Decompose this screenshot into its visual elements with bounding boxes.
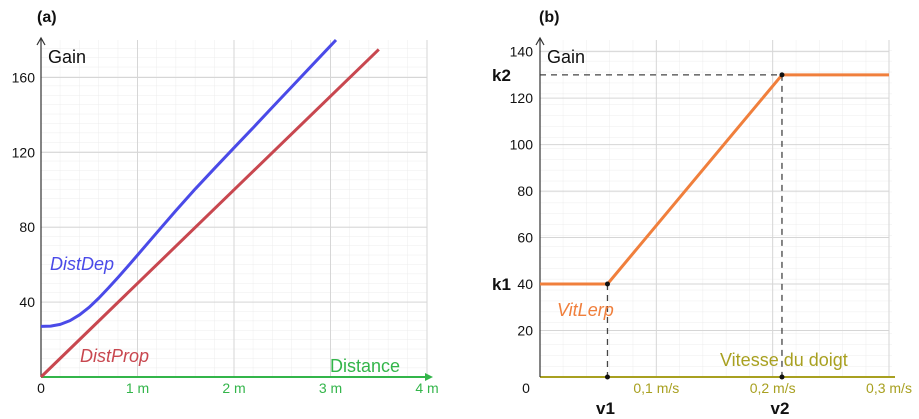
y-tick-label-a: 120 — [12, 144, 36, 160]
marker-label-k2: k2 — [492, 66, 511, 85]
x-tick-label-b: 0 — [522, 380, 530, 396]
point-k2-v2 — [779, 72, 785, 78]
x-tick-label-a: 3 m — [319, 380, 342, 396]
x-axis-label-b: Vitesse du doigt — [720, 350, 848, 370]
marker-label-k1: k1 — [492, 275, 511, 294]
grid-b-background — [540, 40, 892, 377]
x-axis-label-a: Distance — [330, 356, 400, 376]
series-line-distdep — [40, 38, 338, 328]
dashed-guides-b — [540, 74, 783, 377]
y-tick-label-a: 160 — [12, 69, 36, 85]
y-tick-label-b: 140 — [510, 44, 534, 60]
point-v1-axis — [604, 374, 610, 380]
series-line-vitlerp — [540, 73, 889, 286]
x-tick-label-b: 0,3 m/s — [866, 380, 912, 396]
y-tick-label-a: 40 — [19, 294, 35, 310]
y-axis-label-a: Gain — [48, 47, 86, 67]
tick-labels-b: 0 0,1 m/s 0,2 m/s 0,3 m/s 20 40 60 80 100 120 140 — [510, 44, 912, 396]
marker-label-v2: v2 — [771, 399, 790, 418]
panel-label-a: (a) — [37, 9, 57, 26]
panel-label-b: (b) — [539, 9, 559, 26]
y-tick-label-a: 80 — [19, 219, 35, 235]
x-tick-label-a: 0 — [37, 380, 45, 396]
point-v2-axis — [779, 374, 785, 380]
marker-label-v1: v1 — [596, 399, 615, 418]
point-k1-v1 — [604, 281, 610, 287]
y-axis-label-b: Gain — [547, 47, 585, 67]
x-axis-arrow-a — [425, 373, 433, 381]
y-axis-arrow-a — [36, 36, 46, 46]
series-label-distdep: DistDep — [50, 254, 114, 274]
x-tick-label-a: 2 m — [222, 380, 245, 396]
series-label-distprop: DistProp — [80, 346, 149, 366]
markers-b: k1 k2 v1 v2 — [492, 66, 789, 418]
series-group-b — [540, 73, 889, 286]
series-label-vitlerp: VitLerp — [557, 300, 614, 320]
y-tick-label-b: 40 — [517, 276, 533, 292]
y-tick-label-b: 80 — [517, 183, 533, 199]
series-group-a — [39, 38, 380, 379]
y-tick-label-b: 100 — [510, 137, 534, 153]
x-tick-label-b: 0,2 m/s — [750, 380, 796, 396]
series-line-distprop — [39, 48, 380, 379]
y-tick-label-b: 20 — [517, 323, 533, 339]
y-axis-arrow-b — [535, 36, 545, 46]
y-tick-label-b: 60 — [517, 230, 533, 246]
panel-a: 0 1 m 2 m 3 m 4 m 40 80 120 160 (a) Gain Distanc… — [12, 9, 439, 396]
y-tick-label-b: 120 — [510, 90, 534, 106]
tick-labels-a: 0 1 m 2 m 3 m 4 m 40 80 120 160 — [12, 69, 439, 396]
x-tick-label-a: 4 m — [415, 380, 438, 396]
x-tick-label-a: 1 m — [126, 380, 149, 396]
x-tick-label-b: 0,1 m/s — [633, 380, 679, 396]
panel-b: 0 0,1 m/s 0,2 m/s 0,3 m/s20406080100120140 … — [492, 9, 912, 418]
